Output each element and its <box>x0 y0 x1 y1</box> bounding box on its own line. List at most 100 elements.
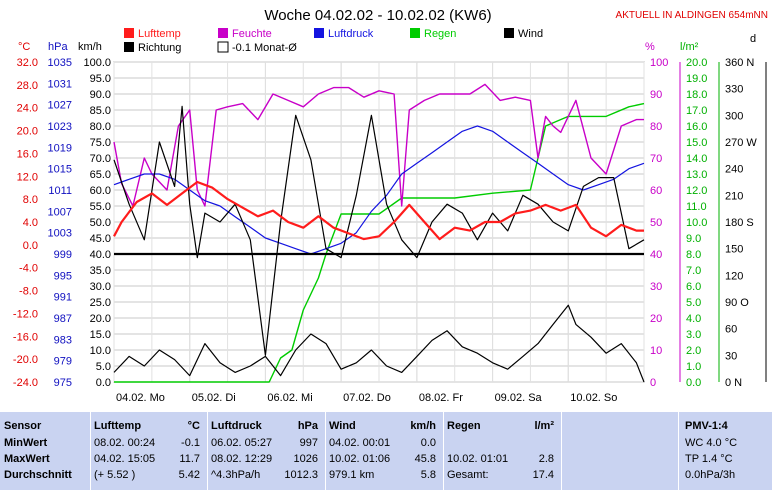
stats-time: 06.02. 05:27 <box>211 437 273 449</box>
kmh-tick-label: 90.0 <box>90 89 111 101</box>
kmh-tick-label: 40.0 <box>90 249 111 261</box>
pct-tick-label: 20 <box>650 313 662 325</box>
stats-unit: °C <box>187 420 200 432</box>
stats-unit: hPa <box>297 420 318 432</box>
chart-series <box>113 83 645 383</box>
dir-tick-label: 180 S <box>725 217 754 229</box>
pct-tick-label: 70 <box>650 153 662 165</box>
stats-col-sensor: Sensor MinWert MaxWert Durchschnitt <box>0 412 90 490</box>
hpa-tick-label: 1011 <box>48 185 72 197</box>
series-line-wind <box>113 304 645 383</box>
x-tick-label: 10.02. So <box>570 392 617 404</box>
stats-time: Gesamt: <box>447 469 489 481</box>
temp-tick-label: -24.0 <box>13 377 38 389</box>
lm2-tick-label: 13.0 <box>686 169 707 181</box>
pct-tick-label: 100 <box>650 57 668 69</box>
pct-tick-label: 0 <box>650 377 656 389</box>
lm2-axis-unit: l/m² <box>680 41 699 53</box>
pct-tick-label: 50 <box>650 217 662 229</box>
dir-tick-label: 330 <box>725 84 743 96</box>
stats-time: 08.02. 12:29 <box>211 453 273 465</box>
stats-row-label: MinWert <box>4 437 48 449</box>
lm2-tick-label: 14.0 <box>686 153 707 165</box>
hpa-tick-label: 1007 <box>48 206 72 218</box>
kmh-tick-label: 70.0 <box>90 153 111 165</box>
lm2-tick-label: 15.0 <box>686 137 707 149</box>
dir-tick-label: 120 <box>725 270 743 282</box>
lm2-tick-label: 9.0 <box>686 233 701 245</box>
chart-axes: 100.095.090.085.080.075.070.065.060.055.… <box>13 57 767 404</box>
lm2-tick-label: 17.0 <box>686 105 707 117</box>
stats-pmv-value: 0.0hPa/3h <box>685 469 736 481</box>
pct-axis-unit: % <box>645 41 655 53</box>
dir-tick-label: 30 <box>725 350 737 362</box>
stats-header-luftdruck: Luftdruck <box>211 420 262 432</box>
pct-tick-label: 30 <box>650 281 662 293</box>
series-line-luftdruck <box>113 125 645 255</box>
lm2-tick-label: 11.0 <box>686 201 707 213</box>
kmh-tick-label: 85.0 <box>90 105 111 117</box>
hpa-tick-label: 987 <box>54 313 72 325</box>
kmh-tick-label: 80.0 <box>90 121 111 133</box>
hpa-tick-label: 1015 <box>48 164 72 176</box>
kmh-tick-label: 75.0 <box>90 137 111 149</box>
dir-tick-label: 150 <box>725 244 743 256</box>
stats-time: 08.02. 00:24 <box>94 437 156 449</box>
lm2-tick-label: 18.0 <box>686 89 707 101</box>
lm2-tick-label: 20.0 <box>686 57 707 69</box>
x-tick-label: 07.02. Do <box>343 392 391 404</box>
stats-value: 45.8 <box>414 453 436 465</box>
x-tick-label: 06.02. Mi <box>267 392 312 404</box>
stats-header-pmv: PMV-1:4 <box>685 420 728 432</box>
hpa-tick-label: 983 <box>54 334 72 346</box>
legend: Lufttemp Feuchte Luftdruck Regen Wind Richtun… <box>124 28 543 54</box>
temp-tick-label: 4.0 <box>23 217 38 229</box>
dir-tick-label: 210 <box>725 190 743 202</box>
kmh-tick-label: 5.0 <box>96 361 111 373</box>
temp-tick-label: 16.0 <box>17 148 38 160</box>
pct-tick-label: 90 <box>650 89 662 101</box>
temp-tick-label: 28.0 <box>17 80 38 92</box>
legend-label: Luftdruck <box>328 28 374 40</box>
lm2-tick-label: 19.0 <box>686 73 707 85</box>
lm2-tick-label: 5.0 <box>686 297 701 309</box>
lm2-tick-label: 6.0 <box>686 281 701 293</box>
stats-time: (+ 5.52 ) <box>94 469 136 481</box>
station-label: AKTUELL IN ALDINGEN 654mNN <box>616 10 768 21</box>
legend-label: Wind <box>518 28 543 40</box>
hpa-tick-label: 1027 <box>48 100 72 112</box>
hpa-tick-label: 979 <box>54 356 72 368</box>
dir-tick-label: 300 <box>725 110 743 122</box>
stats-header-regen: Regen <box>447 420 481 432</box>
legend-swatch <box>124 28 134 38</box>
kmh-tick-label: 35.0 <box>90 265 111 277</box>
x-tick-label: 08.02. Fr <box>419 392 463 404</box>
chart-title: Woche 04.02.02 - 10.02.02 (KW6) <box>264 7 491 24</box>
legend-swatch <box>217 41 229 53</box>
stats-header-wind: Wind <box>329 420 356 432</box>
stats-col-luftdruck: Luftdruck hPa 06.02. 05:27 997 08.02. 12:2… <box>207 412 322 490</box>
kmh-tick-label: 55.0 <box>90 201 111 213</box>
stats-unit: l/m² <box>534 420 554 432</box>
stats-col-regen: Regen l/m² 10.02. 01:01 2.8 Gesamt: 17.4 <box>443 412 558 490</box>
kmh-tick-label: 25.0 <box>90 297 111 309</box>
temp-tick-label: 20.0 <box>17 126 38 138</box>
legend-swatch <box>410 28 420 38</box>
pct-tick-label: 10 <box>650 345 662 357</box>
stats-value: 2.8 <box>538 453 554 465</box>
series-line-feuchte <box>113 83 644 207</box>
series-line-lufttemp <box>113 180 644 241</box>
temp-axis-unit: °C <box>18 41 30 53</box>
stats-unit: km/h <box>410 420 436 432</box>
legend-label: Feuchte <box>232 28 272 40</box>
kmh-tick-label: 45.0 <box>90 233 111 245</box>
lm2-tick-label: 7.0 <box>686 265 701 277</box>
stats-value: 11.7 <box>179 453 200 465</box>
stats-time: 979.1 km <box>329 469 375 481</box>
x-tick-label: 09.02. Sa <box>495 392 543 404</box>
stats-header-lufttemp: Lufttemp <box>94 420 142 432</box>
kmh-tick-label: 0.0 <box>96 377 111 389</box>
stats-time: 10.02. 01:06 <box>329 453 391 465</box>
kmh-axis-unit: km/h <box>78 41 102 53</box>
